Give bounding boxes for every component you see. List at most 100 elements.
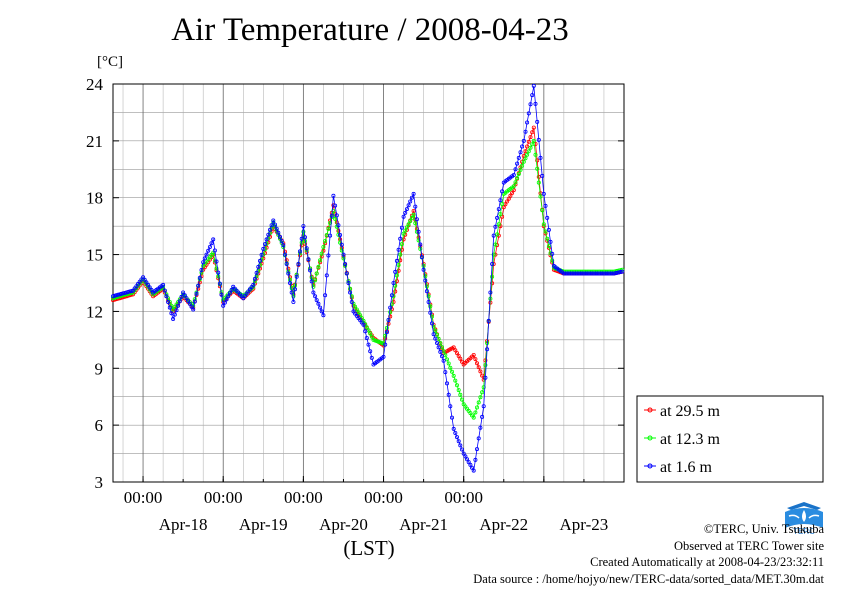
data-point: [473, 410, 478, 415]
data-point: [398, 252, 403, 257]
data-point: [458, 392, 463, 397]
data-point: [403, 210, 408, 215]
data-point: [348, 290, 353, 295]
data-point: [391, 280, 396, 285]
data-point: [436, 345, 441, 350]
x-tick-label: 00:00: [204, 488, 243, 507]
data-point: [540, 173, 545, 178]
data-point: [334, 213, 339, 218]
data-point: [328, 220, 333, 225]
x-date-label: Apr-19: [239, 515, 288, 534]
data-point: [538, 155, 543, 160]
data-point: [421, 267, 426, 272]
data-point: [229, 287, 234, 292]
y-tick-label: 15: [86, 246, 103, 265]
data-point: [174, 308, 179, 313]
legend-marker: [647, 463, 653, 469]
data-point: [296, 261, 301, 266]
data-point: [344, 271, 349, 276]
data-point: [438, 349, 443, 354]
data-point: [428, 310, 433, 315]
terc-logo-icon: TERC: [783, 500, 825, 536]
data-point: [399, 225, 404, 230]
data-point: [257, 258, 262, 263]
x-axis-ticks: 00:00 Apr-18 00:00 Apr-19 00:00 Apr-20 00:00 Ap…: [124, 476, 625, 534]
data-point: [161, 282, 166, 287]
legend-label: at 29.5 m: [660, 403, 721, 420]
data-point: [201, 260, 206, 265]
data-point: [199, 267, 204, 272]
data-point: [461, 451, 466, 456]
x-tick-label: 00:00: [444, 488, 483, 507]
series-at-1-6-m: [111, 83, 625, 473]
data-point: [363, 329, 368, 334]
data-point: [401, 231, 406, 236]
data-point: [419, 255, 424, 260]
y-tick-label: 21: [86, 132, 103, 151]
data-point: [252, 276, 257, 281]
data-point: [171, 316, 176, 321]
data-point: [262, 242, 267, 247]
data-point: [488, 290, 493, 295]
data-point: [404, 207, 409, 212]
data-point: [261, 246, 266, 251]
copyright-text: ©TERC, Univ. Tsukuba: [703, 522, 824, 536]
data-point: [381, 354, 386, 359]
y-axis-unit-label: [°C]: [97, 54, 123, 70]
data-point: [394, 279, 399, 284]
data-point: [478, 425, 483, 430]
data-point: [398, 236, 403, 241]
data-point: [349, 299, 354, 304]
data-point: [186, 298, 191, 303]
data-point: [443, 370, 448, 375]
data-point: [459, 397, 464, 402]
data-point: [491, 252, 496, 257]
data-point: [451, 345, 456, 350]
data-point: [169, 311, 174, 316]
data-point: [433, 328, 438, 333]
data-point: [518, 150, 523, 155]
data-point: [495, 232, 500, 237]
data-point: [393, 283, 398, 288]
data-point: [473, 457, 478, 462]
data-point: [476, 436, 481, 441]
data-point: [222, 300, 227, 305]
data-point: [396, 268, 401, 273]
series-line: [112, 85, 623, 472]
data-point: [416, 229, 421, 234]
data-point: [508, 193, 513, 198]
data-point: [333, 203, 338, 208]
data-point: [341, 252, 346, 257]
data-point: [408, 219, 413, 224]
data-point: [550, 251, 555, 256]
data-point: [493, 224, 498, 229]
data-point: [287, 280, 292, 285]
data-point: [196, 283, 201, 288]
data-point: [396, 262, 401, 267]
data-point: [274, 226, 279, 231]
data-point: [284, 261, 289, 266]
data-point: [294, 274, 299, 279]
data-source-text: Data source : /home/hojyo/new/TERC-data/…: [473, 571, 824, 586]
data-point: [401, 214, 406, 219]
data-point: [311, 290, 316, 295]
data-point: [191, 307, 196, 312]
x-date-label: Apr-20: [319, 515, 368, 534]
data-point: [431, 332, 436, 337]
x-date-label: Apr-23: [560, 515, 609, 534]
data-point: [206, 248, 211, 253]
data-point: [192, 299, 197, 304]
data-point: [483, 363, 488, 368]
data-point: [480, 414, 485, 419]
data-point: [458, 356, 463, 361]
data-point: [336, 223, 341, 228]
data-point: [491, 233, 496, 238]
data-point: [394, 273, 399, 278]
data-point: [166, 299, 171, 304]
data-point: [456, 439, 461, 444]
data-point: [329, 213, 334, 218]
data-point: [481, 404, 486, 409]
data-point: [366, 342, 371, 347]
data-point: [528, 102, 533, 107]
data-point: [416, 238, 421, 243]
